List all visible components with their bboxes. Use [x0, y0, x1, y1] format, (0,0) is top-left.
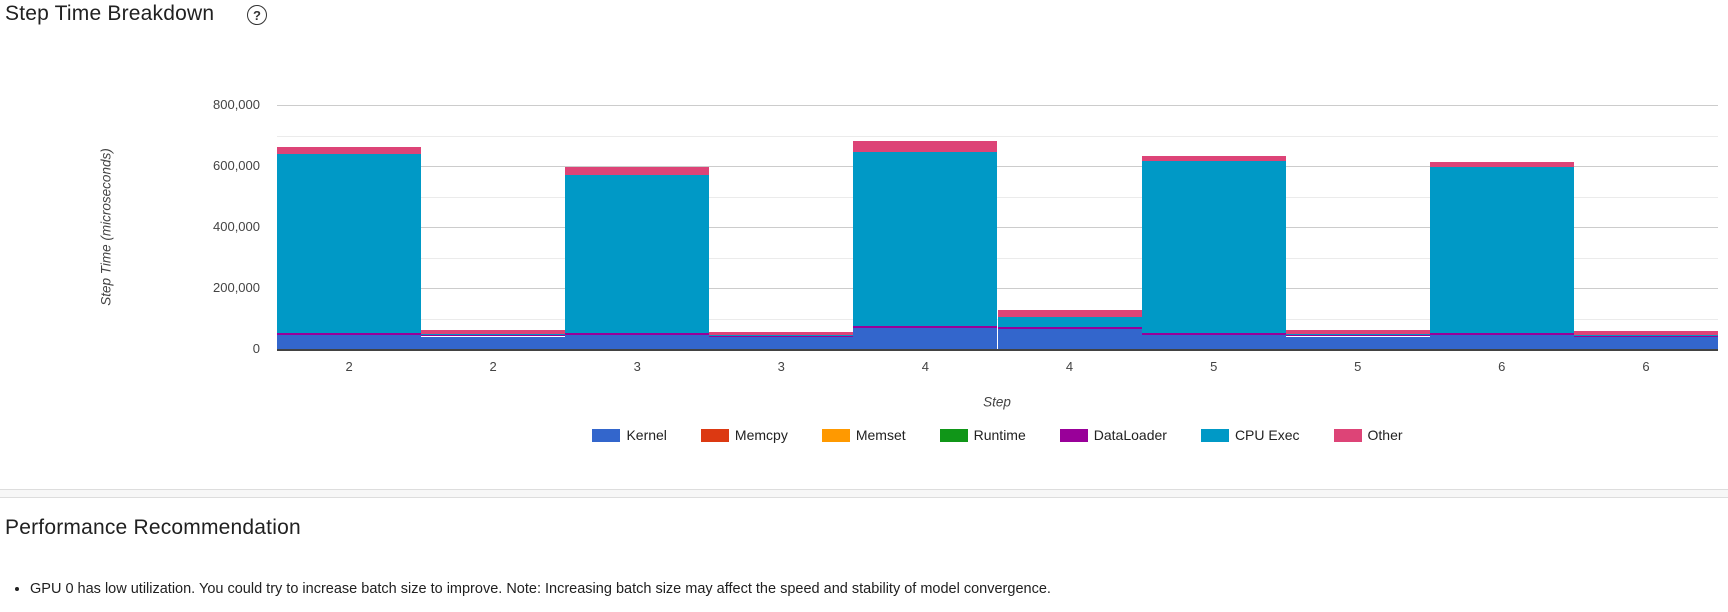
- legend-item-kernel: Kernel: [592, 427, 667, 443]
- bar-segment-other-step-2[interactable]: [277, 147, 422, 155]
- y-tick-label: 200,000: [213, 280, 260, 295]
- recommendation-section-title: Performance Recommendation: [5, 516, 301, 539]
- x-tick-label: 5: [1210, 359, 1218, 374]
- x-tick-label: 6: [1642, 359, 1650, 374]
- y-axis-title: Step Time (microseconds): [98, 148, 114, 306]
- bar-segment-dataloader-step-6[interactable]: [1429, 333, 1574, 335]
- bar-segment-cpu-exec-step-2[interactable]: [277, 154, 422, 334]
- legend-swatch-icon: [700, 428, 729, 442]
- bar-segment-kernel-step-2[interactable]: [277, 334, 422, 349]
- bar-segment-dataloader-step-3[interactable]: [565, 333, 710, 335]
- bar-segment-kernel-step-4[interactable]: [997, 328, 1142, 349]
- legend-swatch-icon: [592, 428, 621, 442]
- legend-swatch-icon: [939, 428, 968, 442]
- bar-segment-cpu-exec-step-2[interactable]: [421, 334, 566, 336]
- bar-segment-cpu-exec-step-3[interactable]: [565, 174, 710, 334]
- bar-segment-dataloader-step-2[interactable]: [421, 335, 566, 337]
- recommendation-list: GPU 0 has low utilization. You could try…: [0, 581, 1051, 598]
- major-gridline: [277, 105, 1718, 106]
- bar-segment-dataloader-step-4[interactable]: [997, 327, 1142, 329]
- bar-segment-other-step-6[interactable]: [1573, 331, 1718, 335]
- bar-segment-cpu-exec-step-5[interactable]: [1141, 160, 1286, 334]
- x-tick-label: 4: [1065, 359, 1074, 374]
- bar-segment-other-step-4[interactable]: [853, 140, 998, 152]
- major-gridline: [277, 227, 1718, 228]
- legend-swatch-icon: [1333, 428, 1362, 442]
- legend-item-memset: Memset: [821, 427, 906, 443]
- legend-label: Runtime: [973, 427, 1026, 443]
- y-tick-label: 600,000: [213, 158, 260, 173]
- bar-segment-other-step-3[interactable]: [709, 331, 854, 335]
- bar-segment-other-step-3[interactable]: [565, 166, 710, 175]
- bar-segment-other-step-5[interactable]: [1285, 330, 1430, 335]
- x-tick-label: 4: [921, 359, 929, 374]
- minor-gridline: [277, 135, 1718, 137]
- legend-item-dataloader: DataLoader: [1059, 427, 1167, 443]
- bar-segment-dataloader-step-6[interactable]: [1573, 335, 1718, 337]
- x-tick-label: 2: [489, 359, 497, 374]
- minor-gridline: [277, 196, 1718, 198]
- bar-segment-cpu-exec-step-6[interactable]: [1573, 334, 1718, 336]
- legend-item-cpu-exec: CPU Exec: [1200, 427, 1300, 443]
- legend-label: CPU Exec: [1234, 427, 1300, 443]
- bar-segment-kernel-step-5[interactable]: [1141, 334, 1286, 349]
- bar-segment-dataloader-step-5[interactable]: [1285, 335, 1430, 337]
- bar-segment-dataloader-step-2[interactable]: [277, 333, 422, 335]
- chart-legend: Kernel Memcpy Memset Runtime DataLoader CPU E…: [277, 427, 1718, 443]
- legend-label: Memcpy: [734, 427, 788, 443]
- y-tick-label: 800,000: [213, 97, 260, 112]
- minor-gridline: [277, 257, 1718, 259]
- legend-swatch-icon: [821, 428, 850, 442]
- legend-item-memcpy: Memcpy: [700, 427, 788, 443]
- legend-item-runtime: Runtime: [939, 427, 1026, 443]
- y-tick-label: 0: [252, 341, 260, 356]
- bar-segment-kernel-step-4[interactable]: [853, 327, 998, 349]
- bar-segment-kernel-step-3[interactable]: [565, 334, 710, 349]
- section-divider: [0, 489, 1728, 498]
- x-tick-label: 3: [777, 359, 785, 374]
- bar-segment-other-step-6[interactable]: [1429, 162, 1574, 167]
- bar-segment-cpu-exec-step-6[interactable]: [1429, 166, 1574, 334]
- legend-label: Kernel: [626, 427, 667, 443]
- bar-segment-cpu-exec-step-5[interactable]: [1285, 334, 1430, 336]
- bar-segment-kernel-step-6[interactable]: [1429, 334, 1574, 349]
- legend-label: Other: [1367, 427, 1403, 443]
- legend-item-other: Other: [1333, 427, 1403, 443]
- bar-segment-kernel-step-2[interactable]: [421, 336, 566, 349]
- legend-swatch-icon: [1059, 428, 1088, 442]
- x-tick-label: 5: [1354, 359, 1362, 374]
- x-axis-title: Step: [983, 394, 1011, 410]
- help-icon[interactable]: ?: [247, 5, 267, 25]
- major-gridline: [277, 166, 1718, 167]
- bar-segment-kernel-step-6[interactable]: [1573, 336, 1718, 349]
- bar-segment-kernel-step-3[interactable]: [709, 336, 854, 349]
- x-tick-label: 3: [633, 359, 641, 374]
- x-axis-line: [277, 349, 1718, 351]
- bar-segment-other-step-4[interactable]: [997, 309, 1142, 317]
- x-tick-label: 6: [1498, 359, 1506, 374]
- bar-segment-dataloader-step-3[interactable]: [709, 335, 854, 337]
- bar-segment-other-step-5[interactable]: [1141, 155, 1286, 161]
- bar-segment-cpu-exec-step-4[interactable]: [997, 316, 1142, 328]
- chart-section-title: Step Time Breakdown: [5, 2, 215, 25]
- legend-label: Memset: [855, 427, 906, 443]
- bar-segment-dataloader-step-5[interactable]: [1141, 333, 1286, 335]
- bar-segment-other-step-2[interactable]: [421, 330, 566, 335]
- bar-segment-dataloader-step-4[interactable]: [853, 326, 998, 328]
- legend-label: DataLoader: [1093, 427, 1167, 443]
- y-tick-label: 400,000: [213, 219, 260, 234]
- x-tick-label: 2: [345, 359, 353, 374]
- bar-segment-kernel-step-5[interactable]: [1285, 336, 1430, 349]
- major-gridline: [277, 288, 1718, 289]
- bar-segment-cpu-exec-step-3[interactable]: [709, 334, 854, 336]
- recommendation-item: GPU 0 has low utilization. You could try…: [30, 581, 1051, 598]
- bar-segment-cpu-exec-step-4[interactable]: [853, 151, 998, 327]
- legend-swatch-icon: [1200, 428, 1229, 442]
